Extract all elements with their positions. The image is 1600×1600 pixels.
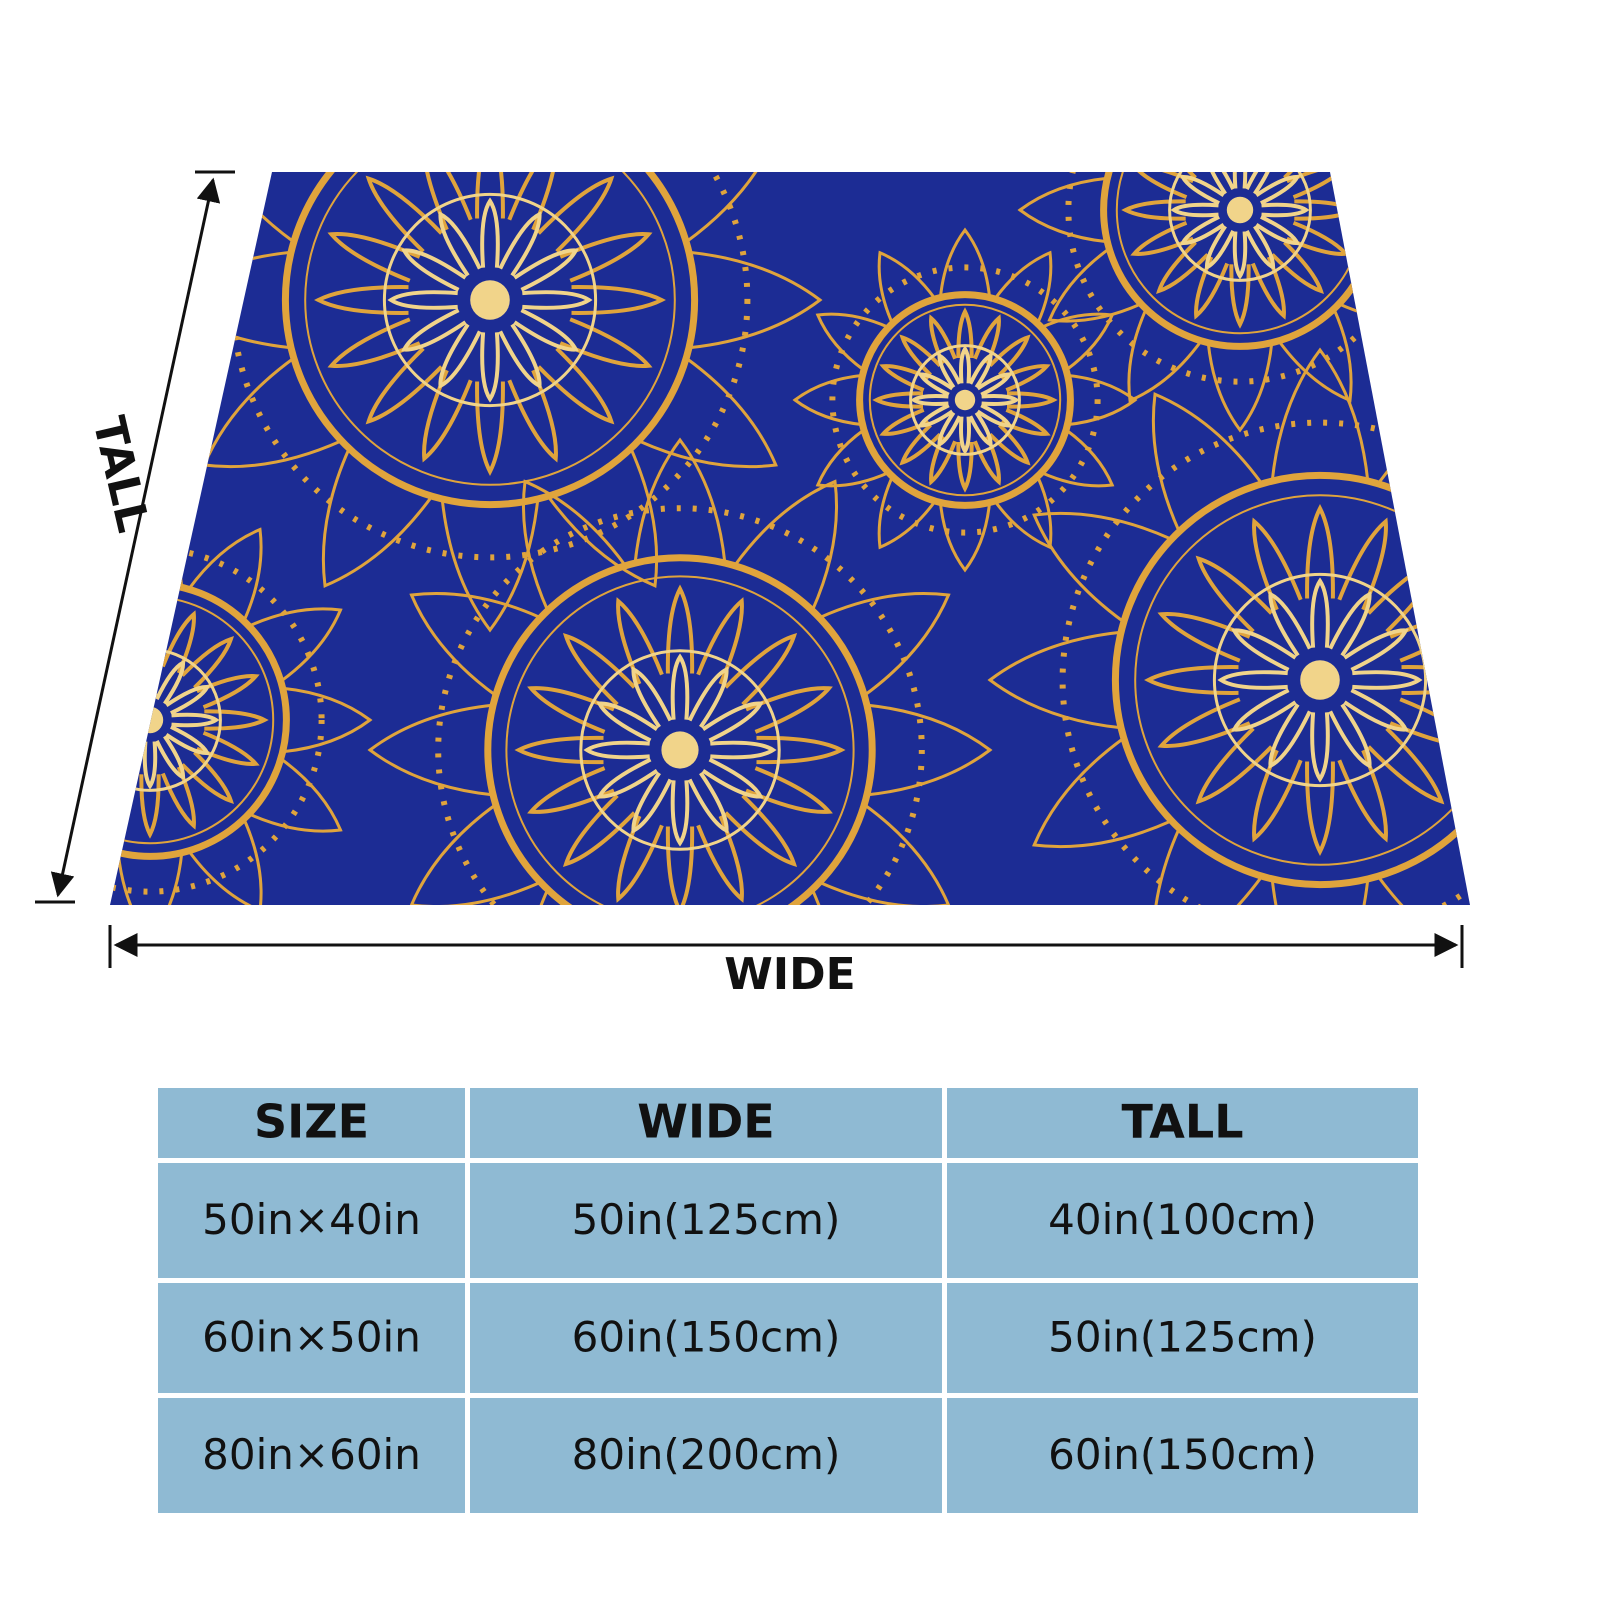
- mandala: [157, 172, 823, 633]
- ring: [484, 554, 876, 905]
- table-cell: [158, 1283, 465, 1393]
- petals: [1170, 172, 1310, 280]
- table-cell: [947, 1398, 1418, 1513]
- petals: [872, 307, 1058, 493]
- dot-ring: [829, 264, 1101, 536]
- table-cell: [470, 1088, 942, 1158]
- center: [661, 731, 699, 769]
- center: [136, 706, 164, 734]
- ring: [1111, 471, 1470, 889]
- petals: [314, 172, 666, 476]
- tall-arrow: [50, 177, 221, 898]
- cell-text: 60in(150cm): [572, 1313, 841, 1362]
- table-cell: [158, 1398, 465, 1513]
- mandala: [792, 227, 1138, 573]
- dot-ring: [229, 172, 751, 561]
- cell-text: 50in(125cm): [1048, 1313, 1317, 1362]
- ring: [1134, 494, 1470, 866]
- blanket: [110, 172, 1470, 905]
- petals: [583, 653, 777, 847]
- table-cell: [947, 1163, 1418, 1278]
- petals: [514, 584, 846, 905]
- table-cell: [470, 1398, 942, 1513]
- ring: [1168, 172, 1312, 282]
- ring: [382, 192, 598, 408]
- center: [1300, 660, 1340, 700]
- table-cell: [158, 1088, 465, 1158]
- cell-text: 80in(200cm): [572, 1430, 841, 1479]
- cell-text: 60in×50in: [202, 1313, 421, 1362]
- header-cell-text: TALL: [1121, 1095, 1243, 1149]
- table-cell: [470, 1283, 942, 1393]
- ring: [868, 303, 1062, 497]
- mandala: [367, 437, 993, 905]
- petals: [910, 345, 1020, 455]
- header-cell-text: SIZE: [254, 1095, 369, 1149]
- dot-ring: [435, 505, 925, 905]
- center: [1226, 196, 1254, 224]
- petals: [1217, 577, 1423, 783]
- ring: [909, 344, 1021, 456]
- petals: [387, 197, 593, 403]
- cell-text: 50in×40in: [202, 1195, 421, 1244]
- ring: [579, 649, 781, 851]
- table-cell: [947, 1283, 1418, 1393]
- ring: [1212, 572, 1428, 788]
- center: [470, 280, 510, 320]
- table-cell: [158, 1163, 465, 1278]
- cell-text: 80in×60in: [202, 1430, 421, 1479]
- cell-text: 50in(125cm): [572, 1195, 841, 1244]
- size-table: SIZE WIDE TALL 50in×40in 50in(125cm) 40in(100…: [158, 1088, 1418, 1513]
- wide-label: WIDE: [724, 949, 855, 1000]
- petals: [367, 437, 993, 905]
- ring: [304, 172, 676, 486]
- cell-text: 60in(150cm): [1048, 1430, 1317, 1479]
- center: [954, 389, 976, 411]
- ring: [856, 291, 1074, 509]
- header-cell-text: WIDE: [637, 1095, 774, 1149]
- ring: [505, 575, 855, 905]
- ring: [281, 172, 699, 509]
- tall-label: TALL: [82, 412, 158, 537]
- table-cell: [470, 1163, 942, 1278]
- table-cell: [947, 1088, 1418, 1158]
- cell-text: 40in(100cm): [1048, 1195, 1317, 1244]
- dot-ring: [110, 545, 325, 895]
- mandala-pattern: [110, 172, 1470, 905]
- petals: [987, 347, 1470, 905]
